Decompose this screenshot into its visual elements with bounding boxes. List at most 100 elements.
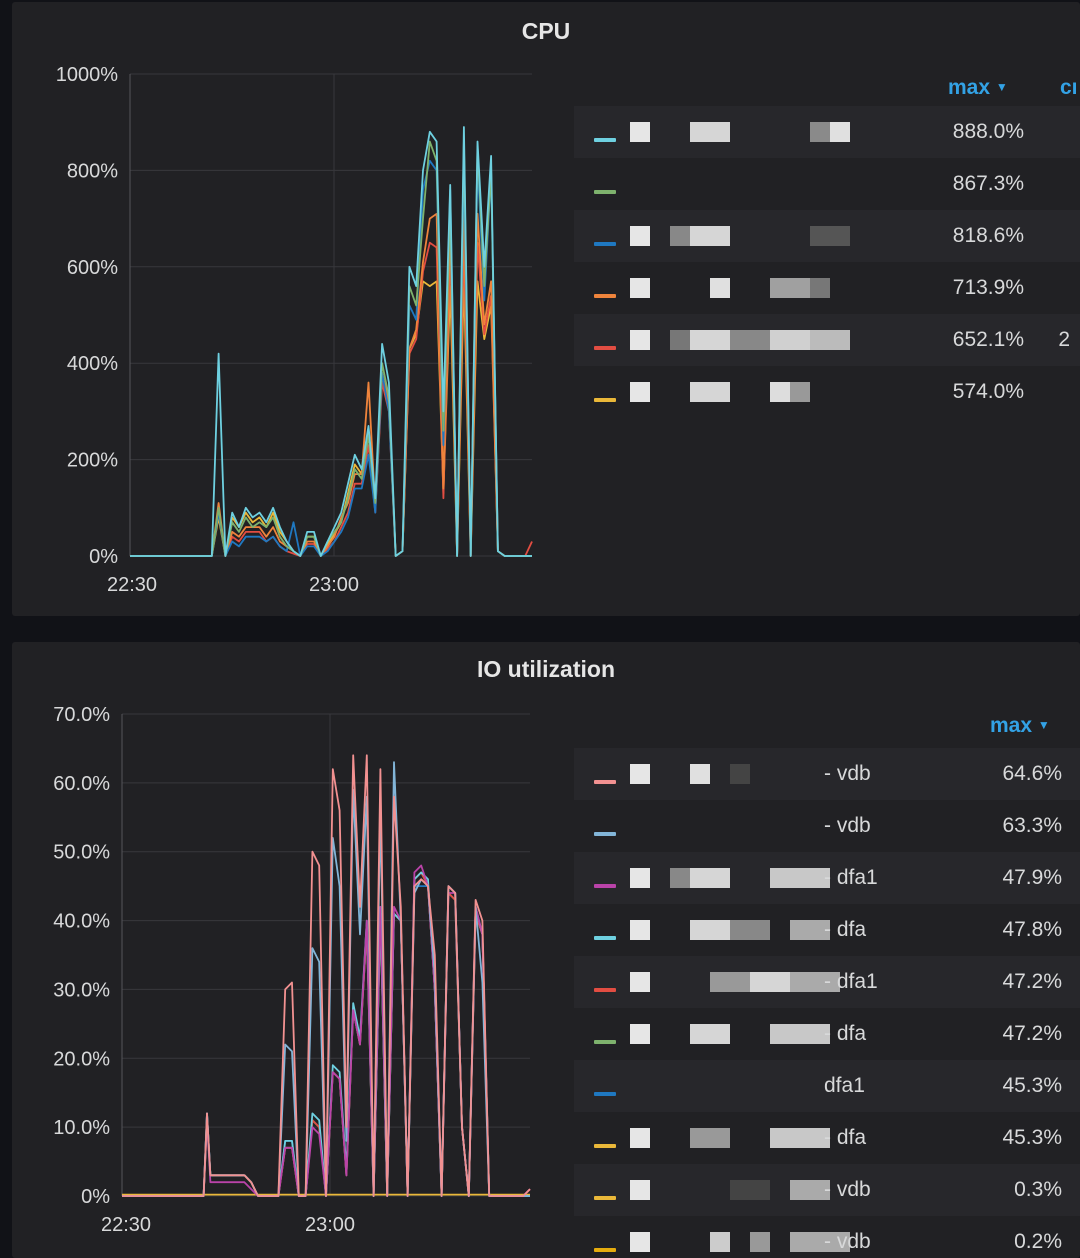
series-color-swatch[interactable] <box>594 988 616 992</box>
redacted-name-block <box>710 1232 730 1252</box>
redacted-name-block <box>690 330 730 350</box>
redacted-name-block <box>670 330 690 350</box>
legend-row[interactable]: 867.3% <box>574 158 1080 210</box>
series-max-value: 47.2% <box>1002 970 1062 993</box>
redacted-name-block <box>630 1128 650 1148</box>
series-max-value: 867.3% <box>952 172 1024 195</box>
redacted-name-block <box>770 1128 830 1148</box>
io-chart: 0% 10.0% 20.0% 30.0% 40.0% 50.0% 60.0% 70.0% 22:… <box>53 704 531 1236</box>
legend-row[interactable]: - dfa 47.8% <box>574 904 1080 956</box>
redacted-name-block <box>730 330 770 350</box>
series-color-swatch[interactable] <box>594 346 616 350</box>
series-line <box>122 754 531 1197</box>
legend-row[interactable]: - vdb 0.2% <box>574 1216 1080 1258</box>
redacted-name-block <box>630 382 650 402</box>
redacted-name-block <box>690 226 730 246</box>
redacted-name-block <box>670 868 690 888</box>
legend-row[interactable]: dfa1 45.3% <box>574 1060 1080 1112</box>
legend-row[interactable]: - dfa1 47.9% <box>574 852 1080 904</box>
redacted-name-block <box>790 972 840 992</box>
legend-row[interactable]: 818.6% <box>574 210 1080 262</box>
legend-header-max[interactable]: max ▼ <box>990 714 1050 744</box>
redacted-name-block <box>810 278 830 298</box>
redacted-name-block <box>750 972 790 992</box>
y-tick-label: 20.0% <box>53 1048 110 1070</box>
legend-row[interactable]: 574.0% <box>574 366 1080 418</box>
series-max-value: 47.8% <box>1002 918 1062 941</box>
redacted-name-block <box>630 1180 650 1200</box>
series-color-swatch[interactable] <box>594 1092 616 1096</box>
series-color-swatch[interactable] <box>594 138 616 142</box>
redacted-name-block <box>770 278 810 298</box>
cpu-panel: CPU 0% 200% 400% 600% 800% 1000% 22:30 23:00 ma… <box>12 2 1080 616</box>
series-name-suffix: - vdb <box>824 1230 871 1253</box>
series-color-swatch[interactable] <box>594 884 616 888</box>
legend-row[interactable]: - vdb 0.3% <box>574 1164 1080 1216</box>
series-color-swatch[interactable] <box>594 1040 616 1044</box>
redacted-name-block <box>690 1128 730 1148</box>
legend-header-current[interactable]: cı <box>1060 76 1078 106</box>
redacted-name-block <box>810 330 850 350</box>
series-name-suffix: dfa1 <box>824 1074 865 1097</box>
series-color-swatch[interactable] <box>594 398 616 402</box>
legend-row[interactable]: - vdb 64.6% <box>574 748 1080 800</box>
redacted-name-block <box>710 278 730 298</box>
redacted-name-block <box>630 868 650 888</box>
series-name-suffix: - dfa <box>824 1022 867 1045</box>
redacted-name-block <box>790 920 830 940</box>
x-tick-label: 22:30 <box>107 574 157 596</box>
legend-row[interactable]: - dfa1 47.2% <box>574 956 1080 1008</box>
legend-row[interactable]: - vdb 63.3% <box>574 800 1080 852</box>
y-tick-label: 30.0% <box>53 979 110 1001</box>
series-color-swatch[interactable] <box>594 936 616 940</box>
series-max-value: 64.6% <box>1002 762 1062 785</box>
series-max-value: 45.3% <box>1002 1074 1062 1097</box>
legend-row[interactable]: 888.0% <box>574 106 1080 158</box>
series-max-value: 63.3% <box>1002 814 1062 837</box>
series-color-swatch[interactable] <box>594 780 616 784</box>
panel-title: CPU <box>521 18 571 44</box>
x-tick-label: 22:30 <box>101 1214 151 1236</box>
y-tick-label: 0% <box>81 1186 110 1208</box>
cpu-chart: 0% 200% 400% 600% 800% 1000% 22:30 23:00 <box>56 64 533 596</box>
series-color-swatch[interactable] <box>594 832 616 836</box>
redacted-name-block <box>750 1232 770 1252</box>
series-name-suffix: - dfa1 <box>824 970 878 993</box>
redacted-name-block <box>790 382 810 402</box>
redacted-name-block <box>630 1024 650 1044</box>
y-tick-label: 400% <box>67 353 118 375</box>
legend-header-max[interactable]: max ▼ <box>948 76 1008 106</box>
sort-desc-icon: ▼ <box>995 80 1008 94</box>
series-color-swatch[interactable] <box>594 1196 616 1200</box>
legend-row[interactable]: - dfa 45.3% <box>574 1112 1080 1164</box>
series-name-suffix: - vdb <box>824 1178 871 1201</box>
legend-row[interactable]: - dfa 47.2% <box>574 1008 1080 1060</box>
legend-row[interactable]: 713.9% <box>574 262 1080 314</box>
redacted-name-block <box>690 1024 730 1044</box>
redacted-name-block <box>770 1024 830 1044</box>
series-max-value: 888.0% <box>952 120 1024 143</box>
series-max-value: 45.3% <box>1002 1126 1062 1149</box>
y-tick-label: 50.0% <box>53 842 110 864</box>
redacted-name-block <box>690 920 730 940</box>
y-tick-label: 1000% <box>56 64 118 86</box>
series-color-swatch[interactable] <box>594 242 616 246</box>
redacted-name-block <box>730 1180 770 1200</box>
series-color-swatch[interactable] <box>594 190 616 194</box>
series-color-swatch[interactable] <box>594 1248 616 1252</box>
series-max-value: 713.9% <box>952 276 1024 299</box>
legend-row[interactable]: 652.1% 2 <box>574 314 1080 366</box>
series-color-swatch[interactable] <box>594 1144 616 1148</box>
redacted-name-block <box>730 764 750 784</box>
legend-header-current-label: cı <box>1060 76 1078 99</box>
redacted-name-block <box>630 226 650 246</box>
legend-header-max-label: max <box>990 714 1033 737</box>
redacted-name-block <box>810 226 850 246</box>
series-color-swatch[interactable] <box>594 294 616 298</box>
redacted-name-block <box>630 1232 650 1252</box>
y-tick-label: 800% <box>67 160 118 182</box>
redacted-name-block <box>830 122 850 142</box>
series-max-value: 652.1% <box>952 328 1024 351</box>
redacted-name-block <box>730 920 770 940</box>
redacted-name-block <box>690 122 730 142</box>
